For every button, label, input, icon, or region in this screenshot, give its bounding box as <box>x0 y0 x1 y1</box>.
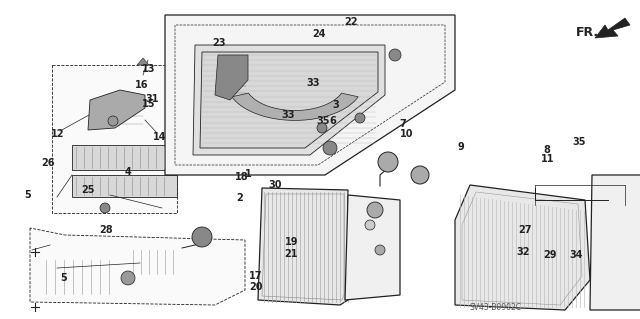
Text: 16: 16 <box>135 79 149 90</box>
Text: 3: 3 <box>333 100 339 110</box>
Text: 13: 13 <box>142 63 156 74</box>
Bar <box>42 258 117 296</box>
Text: 32: 32 <box>516 247 531 257</box>
Bar <box>72 175 177 197</box>
Text: 20: 20 <box>249 282 263 292</box>
Text: 11: 11 <box>540 154 554 165</box>
Circle shape <box>389 49 401 61</box>
Text: 5: 5 <box>24 189 31 200</box>
Circle shape <box>364 277 376 289</box>
Polygon shape <box>193 45 385 155</box>
Polygon shape <box>137 58 149 65</box>
Text: 15: 15 <box>142 99 156 109</box>
Bar <box>352 215 390 245</box>
Text: 23: 23 <box>212 38 226 48</box>
Text: 7: 7 <box>400 119 406 130</box>
Polygon shape <box>165 15 455 175</box>
Text: 19: 19 <box>284 237 298 248</box>
Text: 5: 5 <box>61 272 67 283</box>
Text: 26: 26 <box>41 158 55 168</box>
Bar <box>72 145 177 170</box>
Text: 17: 17 <box>249 271 263 281</box>
Text: 14: 14 <box>153 132 167 142</box>
Text: 8: 8 <box>544 145 550 155</box>
Circle shape <box>108 116 118 126</box>
Text: 21: 21 <box>284 249 298 259</box>
Polygon shape <box>258 188 348 305</box>
Text: 27: 27 <box>518 225 532 235</box>
Circle shape <box>355 113 365 123</box>
Text: 9: 9 <box>458 142 464 152</box>
Circle shape <box>613 240 623 250</box>
Text: 34: 34 <box>569 250 583 260</box>
Text: 33: 33 <box>307 78 321 88</box>
Text: 1: 1 <box>245 169 252 179</box>
Text: 2: 2 <box>237 193 243 203</box>
Bar <box>130 248 182 276</box>
Circle shape <box>367 202 383 218</box>
Text: 12: 12 <box>51 129 65 139</box>
Polygon shape <box>30 228 245 305</box>
Bar <box>352 255 372 273</box>
Circle shape <box>323 141 337 155</box>
Circle shape <box>365 220 375 230</box>
Polygon shape <box>345 195 400 300</box>
Text: 25: 25 <box>81 185 95 195</box>
Text: 18: 18 <box>235 172 249 182</box>
Polygon shape <box>88 90 145 130</box>
Polygon shape <box>595 18 630 38</box>
Polygon shape <box>200 52 378 148</box>
Text: 35: 35 <box>316 116 330 126</box>
Bar <box>348 108 360 122</box>
Bar <box>52 65 177 213</box>
Text: 22: 22 <box>344 17 358 27</box>
Circle shape <box>378 152 398 172</box>
Circle shape <box>411 166 429 184</box>
Circle shape <box>613 265 623 275</box>
Text: 4: 4 <box>125 167 131 177</box>
Text: 35: 35 <box>572 137 586 147</box>
Text: FR.: FR. <box>576 26 599 39</box>
Circle shape <box>317 123 327 133</box>
Text: 6: 6 <box>330 116 336 126</box>
Polygon shape <box>590 175 640 310</box>
Circle shape <box>121 271 135 285</box>
Text: SV43-B0902C: SV43-B0902C <box>470 302 522 311</box>
Circle shape <box>192 227 212 247</box>
Text: 33: 33 <box>281 110 295 120</box>
Circle shape <box>613 210 623 220</box>
Text: 29: 29 <box>543 250 557 260</box>
Text: 28: 28 <box>99 225 113 235</box>
Text: 10: 10 <box>399 129 413 139</box>
Polygon shape <box>232 93 358 120</box>
Polygon shape <box>215 55 248 100</box>
Text: 24: 24 <box>312 29 326 40</box>
Text: 31: 31 <box>145 94 159 104</box>
Circle shape <box>375 245 385 255</box>
Circle shape <box>613 290 623 300</box>
Text: 30: 30 <box>268 180 282 190</box>
Polygon shape <box>455 185 590 310</box>
Circle shape <box>100 203 110 213</box>
